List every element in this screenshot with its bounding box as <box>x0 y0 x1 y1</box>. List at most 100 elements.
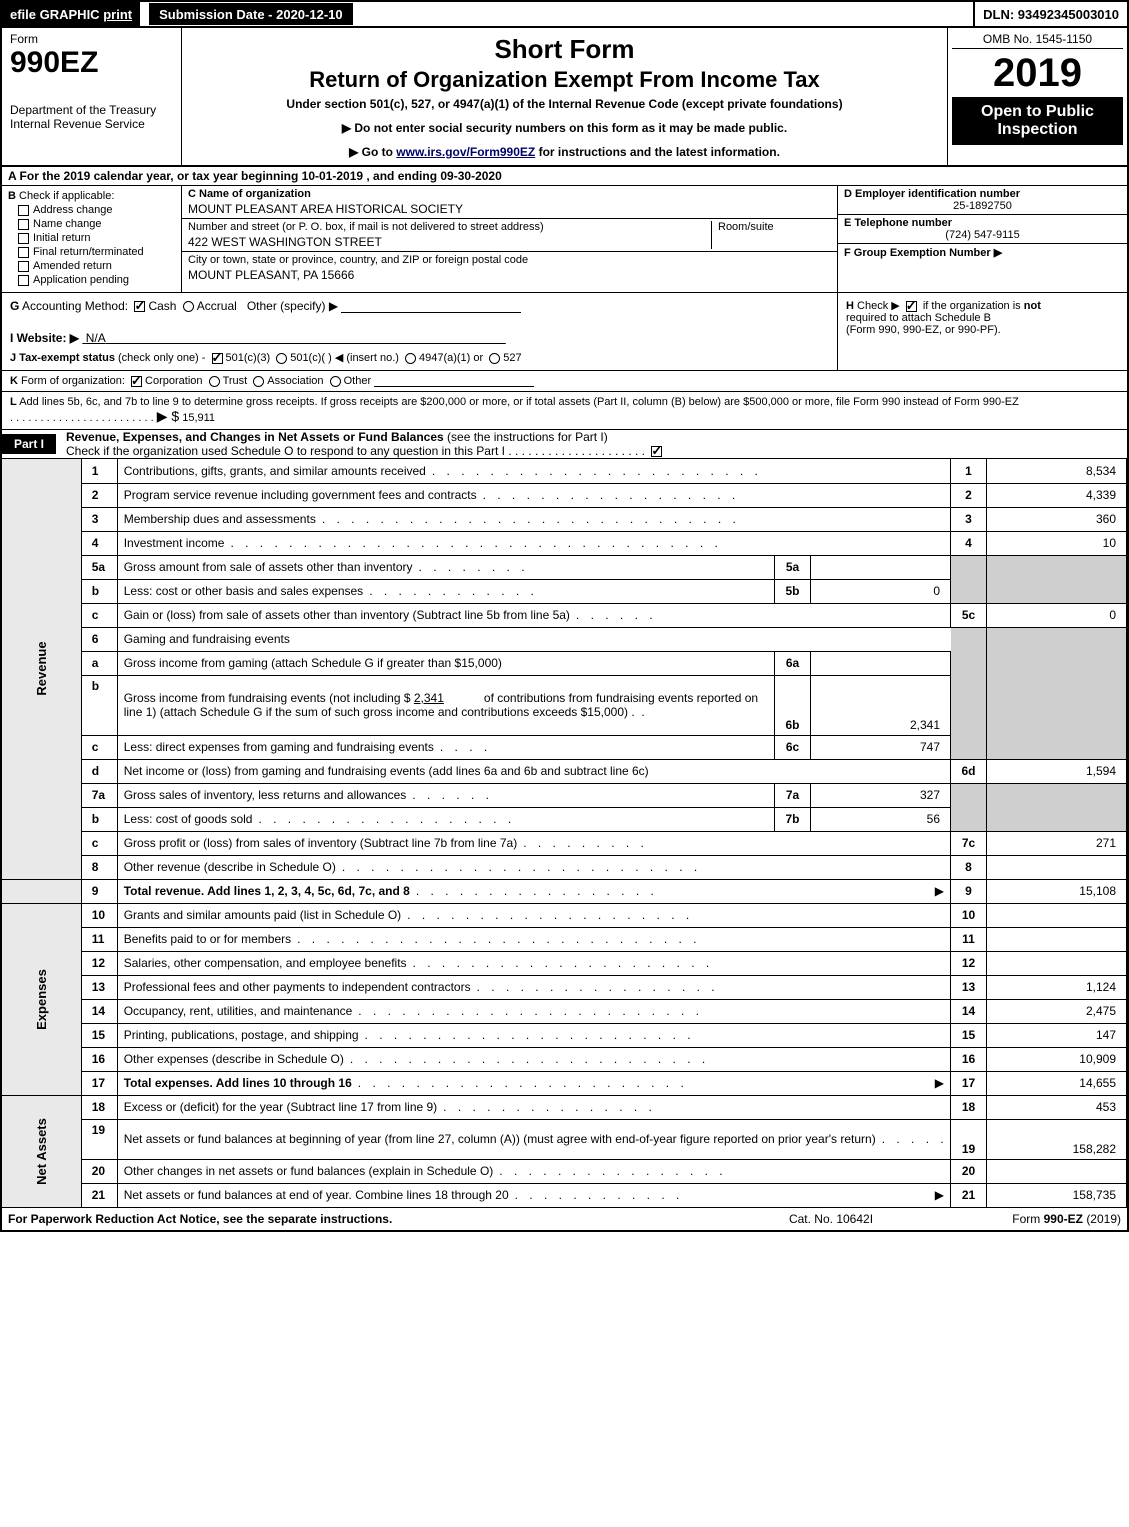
row-13: 13 Professional fees and other payments … <box>2 975 1127 999</box>
colval: 158,735 <box>987 1183 1127 1207</box>
chk-other[interactable] <box>330 376 341 387</box>
ln: 8 <box>81 855 117 879</box>
chk-name-change[interactable]: Name change <box>18 218 175 230</box>
topbar-spacer <box>354 2 973 26</box>
row-7a: 7a Gross sales of inventory, less return… <box>2 783 1127 807</box>
desc-text: Program service revenue including govern… <box>124 488 477 502</box>
desc: Membership dues and assessments. . . . .… <box>117 507 950 531</box>
colval: 453 <box>987 1095 1127 1119</box>
chk-501c3[interactable] <box>212 353 223 364</box>
dots: . . . . . . . . . . . . . . . . . <box>471 980 944 994</box>
chk-final-return[interactable]: Final return/terminated <box>18 246 175 258</box>
desc: Excess or (deficit) for the year (Subtra… <box>117 1095 950 1119</box>
side-revenue: Revenue <box>2 459 81 879</box>
chk-association[interactable] <box>253 376 264 387</box>
colval: 10,909 <box>987 1047 1127 1071</box>
checkbox-icon <box>18 261 29 272</box>
row-5a: 5a Gross amount from sale of assets othe… <box>2 555 1127 579</box>
chk-schedule-o[interactable] <box>651 446 662 457</box>
dots: . . . . . . . . . . . . . . . . . . . . … <box>316 512 944 526</box>
dots: . . . . . . . . . . . . . . . . . . . . … <box>352 1004 944 1018</box>
h-box: H Check ▶ if the organization is not req… <box>837 293 1127 370</box>
efile-label: efile GRAPHIC <box>10 7 100 22</box>
desc: Gross sales of inventory, less returns a… <box>117 783 774 807</box>
k-other-line[interactable] <box>374 386 534 387</box>
colnum: 5c <box>951 603 987 627</box>
chk-cash[interactable] <box>134 301 145 312</box>
h-text1: Check ▶ <box>857 300 900 312</box>
checkbox-icon <box>18 275 29 286</box>
chk-application-pending[interactable]: Application pending <box>18 274 175 286</box>
dots: . . . . . . . . . . . . . . . . . <box>410 884 935 898</box>
chk-4947[interactable] <box>405 353 416 364</box>
desc: Program service revenue including govern… <box>117 483 950 507</box>
desc: Total expenses. Add lines 10 through 16.… <box>117 1071 950 1095</box>
print-link[interactable]: print <box>103 7 132 22</box>
dots: . . . . . . . . . . . . . . . . . . . . … <box>344 1052 944 1066</box>
colnum: 8 <box>951 855 987 879</box>
desc-text: Printing, publications, postage, and shi… <box>124 1028 359 1042</box>
chk-h[interactable] <box>906 301 917 312</box>
part1-header: Part I Revenue, Expenses, and Changes in… <box>2 430 1127 459</box>
dots: . . . . . . . . . . . . . . . <box>437 1100 944 1114</box>
footer-mid: Cat. No. 10642I <box>741 1212 921 1226</box>
g-other-line[interactable] <box>341 312 521 313</box>
colval: 15,108 <box>987 879 1127 903</box>
j-501c3: 501(c)(3) <box>226 352 271 364</box>
chk-address-change[interactable]: Address change <box>18 204 175 216</box>
ln: c <box>81 831 117 855</box>
colval <box>987 855 1127 879</box>
chk-label: Application pending <box>33 274 129 286</box>
part1-check-line: Check if the organization used Schedule … <box>66 444 505 458</box>
chk-corporation[interactable] <box>131 376 142 387</box>
colnum: 13 <box>951 975 987 999</box>
desc-text: Occupancy, rent, utilities, and maintena… <box>124 1004 353 1018</box>
dots: . . . . . . . . . . . . . . . . . . . . … <box>336 860 944 874</box>
grey-block <box>951 627 987 759</box>
irs-link[interactable]: www.irs.gov/Form990EZ <box>396 145 535 159</box>
colval <box>987 1159 1127 1183</box>
desc-text: Other revenue (describe in Schedule O) <box>124 860 336 874</box>
j-label: J Tax-exempt status <box>10 352 115 364</box>
side-netassets-label: Net Assets <box>34 1118 49 1185</box>
chk-527[interactable] <box>489 353 500 364</box>
dots: . . . . <box>434 740 768 754</box>
line-a-tax-year: A For the 2019 calendar year, or tax yea… <box>2 167 1127 186</box>
desc-text: Gross amount from sale of assets other t… <box>124 560 413 574</box>
chk-accrual[interactable] <box>183 301 194 312</box>
dots: . . . . . . . . . . . . . . . . . . <box>252 812 768 826</box>
row-4: 4 Investment income. . . . . . . . . . .… <box>2 531 1127 555</box>
h-not: not <box>1024 300 1041 312</box>
entity-box: B Check if applicable: Address change Na… <box>2 186 1127 293</box>
desc-text: Excess or (deficit) for the year (Subtra… <box>124 1100 437 1114</box>
colnum: 20 <box>951 1159 987 1183</box>
row-2: 2 Program service revenue including gove… <box>2 483 1127 507</box>
chk-initial-return[interactable]: Initial return <box>18 232 175 244</box>
dots: . . . . . . . . . . . . . . . . . . . . … <box>508 444 648 458</box>
open-public-inspection: Open to Public Inspection <box>952 97 1123 145</box>
chk-501c[interactable] <box>276 353 287 364</box>
h-label: H <box>846 300 854 312</box>
c-city-label: City or town, state or province, country… <box>188 254 831 266</box>
row-12: 12 Salaries, other compensation, and emp… <box>2 951 1127 975</box>
ln: 11 <box>81 927 117 951</box>
side-expenses: Expenses <box>2 903 81 1095</box>
chk-amended-return[interactable]: Amended return <box>18 260 175 272</box>
chk-trust[interactable] <box>209 376 220 387</box>
colval: 10 <box>987 531 1127 555</box>
header-left: Form 990EZ Department of the Treasury In… <box>2 28 182 165</box>
footer-form-num: 990-EZ <box>1044 1212 1083 1226</box>
g-cash: Cash <box>148 299 176 313</box>
d-ein: D Employer identification number 25-1892… <box>838 186 1127 215</box>
desc: Gain or (loss) from sale of assets other… <box>117 603 950 627</box>
col-b: B Check if applicable: Address change Na… <box>2 186 182 292</box>
dots: . . . . . . . . . . . . . . . . . . . . … <box>291 932 944 946</box>
colnum: 12 <box>951 951 987 975</box>
arrow-icon: ▶ <box>935 884 944 898</box>
desc-text: Salaries, other compensation, and employ… <box>124 956 407 970</box>
desc: Gross income from gaming (attach Schedul… <box>117 651 774 675</box>
grey-block <box>987 555 1127 603</box>
k-trust: Trust <box>223 375 248 387</box>
c-name-label: C Name of organization <box>188 188 831 200</box>
subval <box>811 555 951 579</box>
